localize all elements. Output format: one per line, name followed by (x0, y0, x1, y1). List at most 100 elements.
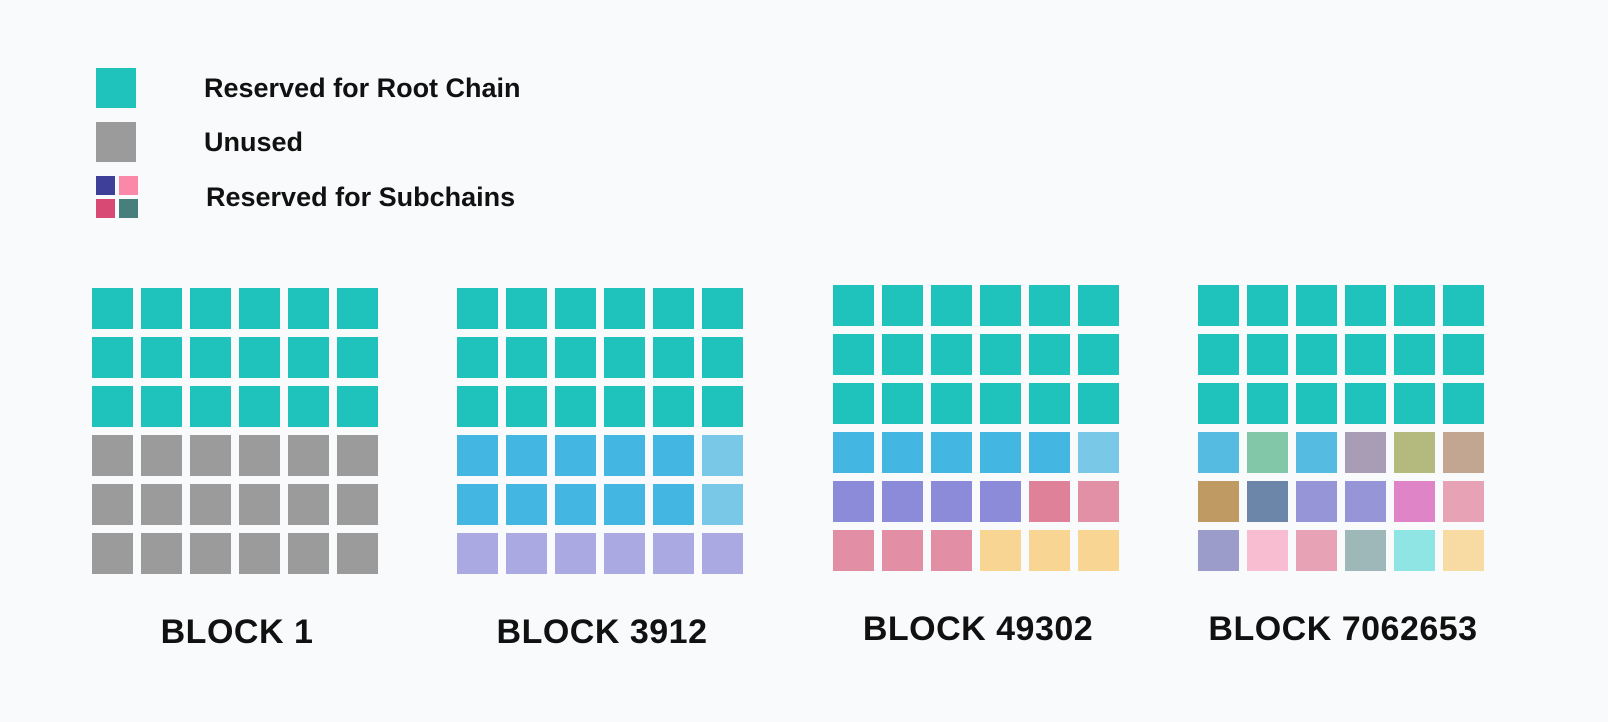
slot-cell (1345, 334, 1386, 375)
slot-cell (980, 432, 1021, 473)
slot-cell (1345, 383, 1386, 424)
slot-cell (931, 334, 972, 375)
slot-cell (1078, 530, 1119, 571)
slot-cell (1029, 432, 1070, 473)
slot-cell (1247, 432, 1288, 473)
legend-label-unused: Unused (204, 126, 304, 157)
slot-cell (882, 481, 923, 522)
slot-cell (1345, 530, 1386, 571)
slot-cell (1029, 383, 1070, 424)
slot-cell (653, 288, 694, 329)
slot-cell (555, 484, 596, 525)
slot-cell (92, 484, 133, 525)
slot-cell (882, 285, 923, 326)
slot-cell (1345, 432, 1386, 473)
slot-cell (702, 435, 743, 476)
block-3912: BLOCK 3912 (457, 288, 747, 651)
slot-cell (931, 383, 972, 424)
slot-cell (1078, 334, 1119, 375)
slot-cell (288, 435, 329, 476)
slot-cell (882, 383, 923, 424)
slot-cell (555, 288, 596, 329)
slot-cell (1394, 530, 1435, 571)
slot-cell (1345, 481, 1386, 522)
legend-swatch-subchain-1 (96, 176, 115, 195)
slot-cell (555, 386, 596, 427)
slot-cell (882, 530, 923, 571)
slot-cell (1296, 334, 1337, 375)
slot-cell (457, 435, 498, 476)
slot-cell (1296, 383, 1337, 424)
slot-cell (1078, 481, 1119, 522)
slot-cell (457, 337, 498, 378)
slot-cell (702, 386, 743, 427)
slot-cell (1078, 285, 1119, 326)
slot-cell (1247, 334, 1288, 375)
slot-cell (555, 337, 596, 378)
slot-cell (980, 481, 1021, 522)
block-grid (92, 288, 382, 574)
slot-cell (604, 435, 645, 476)
slot-cell (980, 285, 1021, 326)
legend-swatch-subchain-3 (96, 199, 115, 218)
slot-cell (702, 533, 743, 574)
block-title: BLOCK 3912 (496, 613, 708, 651)
slot-cell (1345, 285, 1386, 326)
slot-cell (653, 435, 694, 476)
legend-swatch-subchain-4 (119, 199, 138, 218)
slot-cell (604, 337, 645, 378)
slot-cell (555, 435, 596, 476)
slot-cell (1029, 334, 1070, 375)
slot-cell (239, 435, 280, 476)
slot-cell (1394, 432, 1435, 473)
block-grid (1198, 285, 1488, 571)
slot-cell (457, 533, 498, 574)
slot-cell (337, 288, 378, 329)
block-49302: BLOCK 49302 (833, 285, 1123, 648)
slot-cell (980, 334, 1021, 375)
slot-cell (337, 386, 378, 427)
slot-cell (1443, 285, 1484, 326)
slot-cell (1247, 481, 1288, 522)
slot-cell (1029, 285, 1070, 326)
legend-item-root-chain: Reserved for Root Chain (96, 67, 521, 109)
slot-cell (337, 337, 378, 378)
slot-cell (239, 288, 280, 329)
slot-cell (1394, 383, 1435, 424)
legend-label-subchains: Reserved for Subchains (206, 181, 516, 212)
slot-cell (1198, 334, 1239, 375)
slot-cell (190, 288, 231, 329)
slot-cell (190, 386, 231, 427)
slot-cell (288, 484, 329, 525)
slot-cell (1443, 334, 1484, 375)
slot-cell (1394, 481, 1435, 522)
slot-cell (288, 288, 329, 329)
slot-cell (1443, 383, 1484, 424)
slot-cell (1198, 432, 1239, 473)
slot-cell (1247, 383, 1288, 424)
slot-cell (833, 285, 874, 326)
slot-cell (141, 337, 182, 378)
slot-cell (702, 484, 743, 525)
legend-label-root-chain: Reserved for Root Chain (204, 72, 521, 103)
legend-swatch-subchain-2 (119, 176, 138, 195)
slot-cell (555, 533, 596, 574)
slot-cell (506, 435, 547, 476)
slot-cell (1198, 481, 1239, 522)
slot-cell (1247, 530, 1288, 571)
slot-cell (833, 481, 874, 522)
slot-cell (457, 386, 498, 427)
slot-cell (604, 533, 645, 574)
slot-cell (239, 533, 280, 574)
slot-cell (702, 288, 743, 329)
slot-cell (190, 337, 231, 378)
slot-cell (141, 386, 182, 427)
slot-cell (1394, 334, 1435, 375)
slot-cell (931, 432, 972, 473)
block-title: BLOCK 49302 (862, 610, 1094, 648)
slot-cell (239, 386, 280, 427)
slot-cell (92, 533, 133, 574)
slot-cell (92, 386, 133, 427)
block-title: BLOCK 1 (160, 613, 314, 651)
slot-cell (1443, 432, 1484, 473)
